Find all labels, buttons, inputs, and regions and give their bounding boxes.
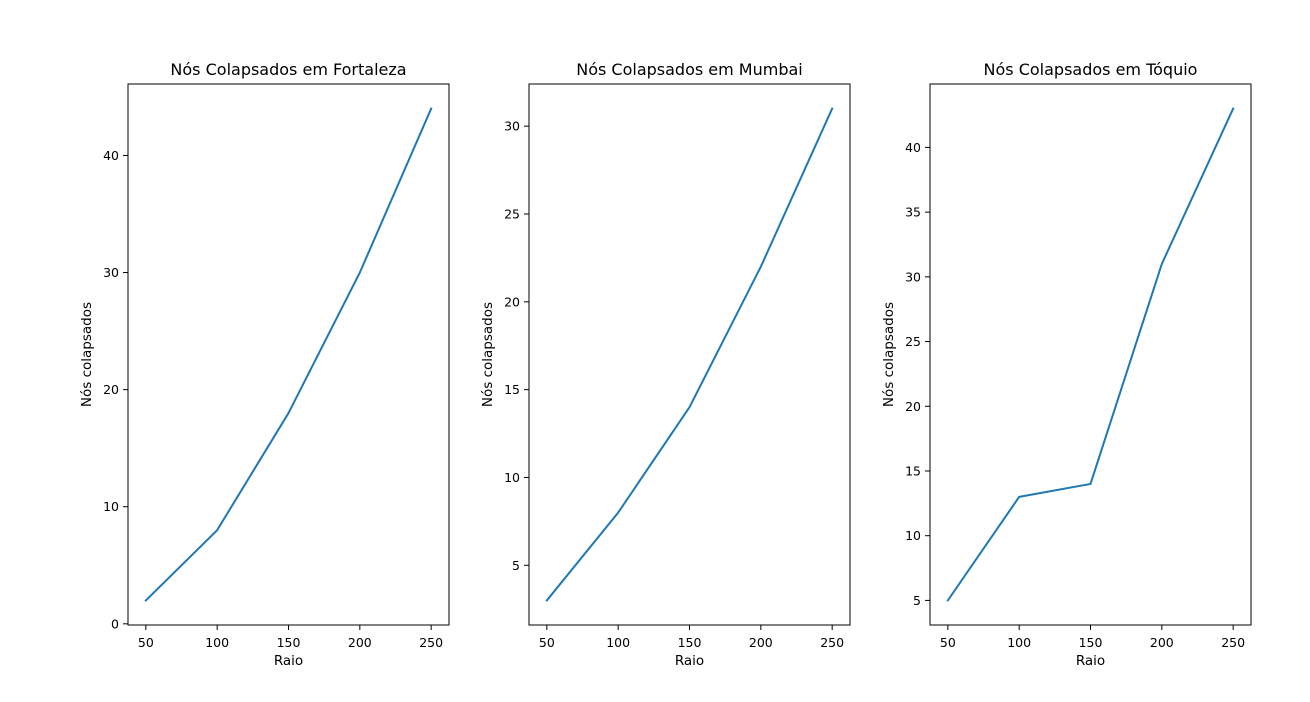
data-point [430, 108, 432, 110]
data-point [1161, 263, 1163, 265]
y-tick-label: 25 [504, 206, 520, 221]
data-point [617, 512, 619, 514]
series-line [545, 107, 834, 602]
axes-frame [528, 83, 851, 626]
data-point [546, 599, 548, 601]
data-point [689, 406, 691, 408]
x-axis-label: Raio [675, 653, 704, 669]
x-tick-label: 250 [820, 635, 844, 650]
y-tick-label: 10 [504, 470, 520, 485]
y-tick-label: 10 [905, 528, 921, 543]
x-tick-label: 200 [348, 635, 372, 650]
y-tick-label: 35 [905, 205, 921, 220]
data-point [1018, 496, 1020, 498]
y-axis-label: Nós colapsados [881, 302, 897, 407]
data-point [145, 599, 147, 601]
x-axis-label: Raio [1076, 653, 1105, 669]
y-tick-label: 5 [913, 593, 921, 608]
y-tick-label: 10 [103, 499, 119, 514]
data-point [216, 529, 218, 531]
chart-panel-2: 50 100 150 200 250 5 10 15 20 25 30 Nós Colapsados … [480, 60, 851, 669]
chart-panel-3: 50 100 150 200 250 5 10 15 20 25 30 35 40 Nós Colapsa… [881, 60, 1252, 669]
x-tick-label: 250 [419, 635, 443, 650]
data-point [288, 412, 290, 414]
data-point [359, 272, 361, 274]
x-tick-label: 100 [1007, 635, 1031, 650]
data-point [1232, 108, 1234, 110]
chart-title: Nós Colapsados em Tóquio [984, 60, 1198, 79]
y-tick-label: 30 [504, 119, 520, 134]
x-tick-label: 250 [1221, 635, 1245, 650]
x-tick-label: 150 [1079, 635, 1103, 650]
series-line [946, 107, 1235, 602]
x-tick-label: 200 [749, 635, 773, 650]
y-tick-label: 30 [103, 265, 119, 280]
axes-frame [127, 83, 450, 626]
y-axis-label: Nós colapsados [79, 302, 95, 407]
data-point [760, 266, 762, 268]
y-tick-label: 20 [103, 382, 119, 397]
y-axis-label: Nós colapsados [480, 302, 496, 407]
y-tick-label: 20 [905, 399, 921, 414]
chart-title: Nós Colapsados em Mumbai [576, 60, 803, 79]
y-tick-label: 40 [103, 148, 119, 163]
y-tick-label: 0 [111, 616, 119, 631]
x-tick-label: 150 [678, 635, 702, 650]
series-line [144, 107, 433, 602]
y-tick-label: 30 [905, 269, 921, 284]
x-tick-label: 200 [1150, 635, 1174, 650]
chart-panel-1: 50 100 150 200 250 0 10 20 30 40 Nós Colapsados em… [79, 60, 450, 669]
y-tick-label: 5 [512, 558, 520, 573]
y-tick-label: 20 [504, 294, 520, 309]
axes-frame [929, 83, 1252, 626]
y-tick-label: 15 [905, 463, 921, 478]
data-point [947, 599, 949, 601]
x-tick-label: 50 [138, 635, 154, 650]
x-tick-label: 150 [277, 635, 301, 650]
y-tick-label: 25 [905, 334, 921, 349]
data-point [831, 108, 833, 110]
y-tick-label: 15 [504, 382, 520, 397]
x-tick-label: 100 [606, 635, 630, 650]
x-tick-label: 50 [539, 635, 555, 650]
x-tick-label: 100 [205, 635, 229, 650]
chart-title: Nós Colapsados em Fortaleza [170, 60, 406, 79]
data-point [1090, 483, 1092, 485]
x-tick-label: 50 [940, 635, 956, 650]
x-axis-label: Raio [274, 653, 303, 669]
y-tick-label: 40 [905, 140, 921, 155]
